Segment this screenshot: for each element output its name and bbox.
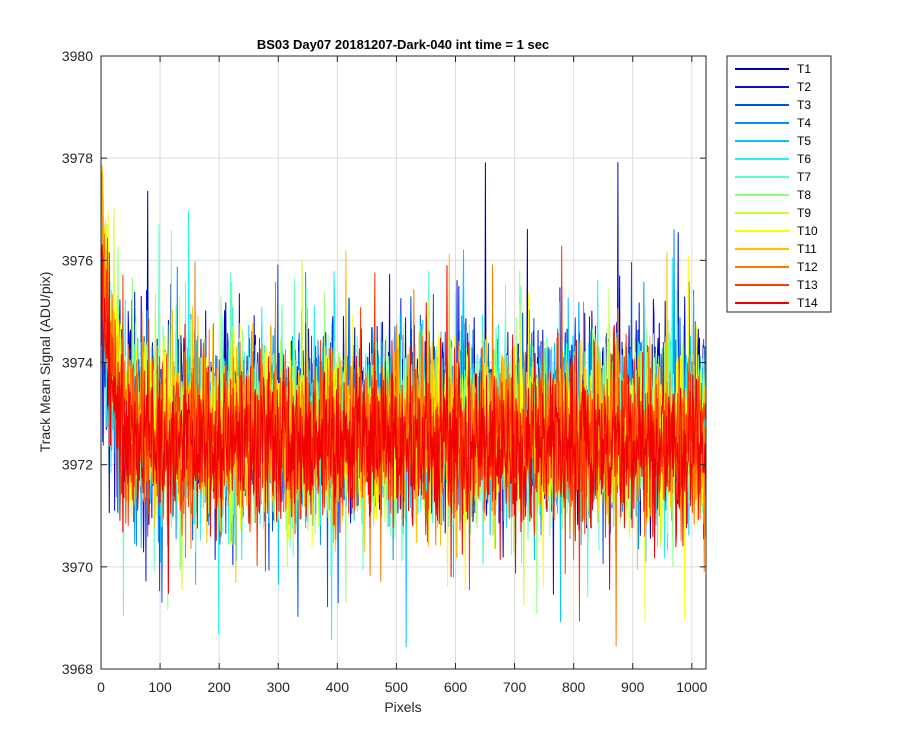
x-tick-label: 300 [267,679,291,695]
legend-label-t7: T7 [797,170,811,184]
x-tick-label: 100 [148,679,172,695]
chart-title: BS03 Day07 20181207-Dark-040 int time = … [257,37,549,52]
plot-series-group [101,150,706,648]
legend-label-t11: T11 [797,242,817,256]
legend-label-t6: T6 [797,152,811,166]
x-tick-label: 200 [207,679,231,695]
legend-label-t10: T10 [797,224,818,238]
x-tick-label: 0 [97,679,105,695]
legend-label-t5: T5 [797,134,811,148]
x-tick-label: 400 [326,679,350,695]
y-tick-label: 3968 [62,661,93,677]
y-tick-label: 3980 [62,48,93,64]
y-tick-label: 3974 [62,355,93,371]
x-tick-label: 500 [385,679,409,695]
y-tick-label: 3970 [62,559,93,575]
legend-label-t9: T9 [797,206,811,220]
legend-label-t12: T12 [797,260,818,274]
y-tick-label: 3978 [62,150,93,166]
x-tick-label: 800 [562,679,586,695]
legend-label-t2: T2 [797,80,811,94]
series-line-t14 [101,244,706,595]
y-tick-label: 3972 [62,457,93,473]
axis-ticks: 0 100 200 300 400 500 600 700 800 900 1000 3968 3970… [62,48,708,695]
legend-label-t8: T8 [797,188,811,202]
x-tick-label: 700 [503,679,527,695]
x-tick-label: 600 [444,679,468,695]
y-tick-label: 3976 [62,252,93,268]
legend-box [726,55,832,313]
x-tick-label: 1000 [676,679,707,695]
legend: T1 T2 T3 T4 T5 T6 T7 T8 T9 T10 T11 T12 T13 T14 [726,55,832,313]
x-tick-label: 900 [621,679,645,695]
legend-label-t4: T4 [797,116,811,130]
legend-label-t1: T1 [797,62,811,76]
x-axis-label: Pixels [384,699,421,715]
legend-label-t13: T13 [797,278,818,292]
y-axis-label: Track Mean Signal (ADU/pix) [37,272,53,453]
legend-label-t3: T3 [797,98,811,112]
legend-label-t14: T14 [797,296,818,310]
